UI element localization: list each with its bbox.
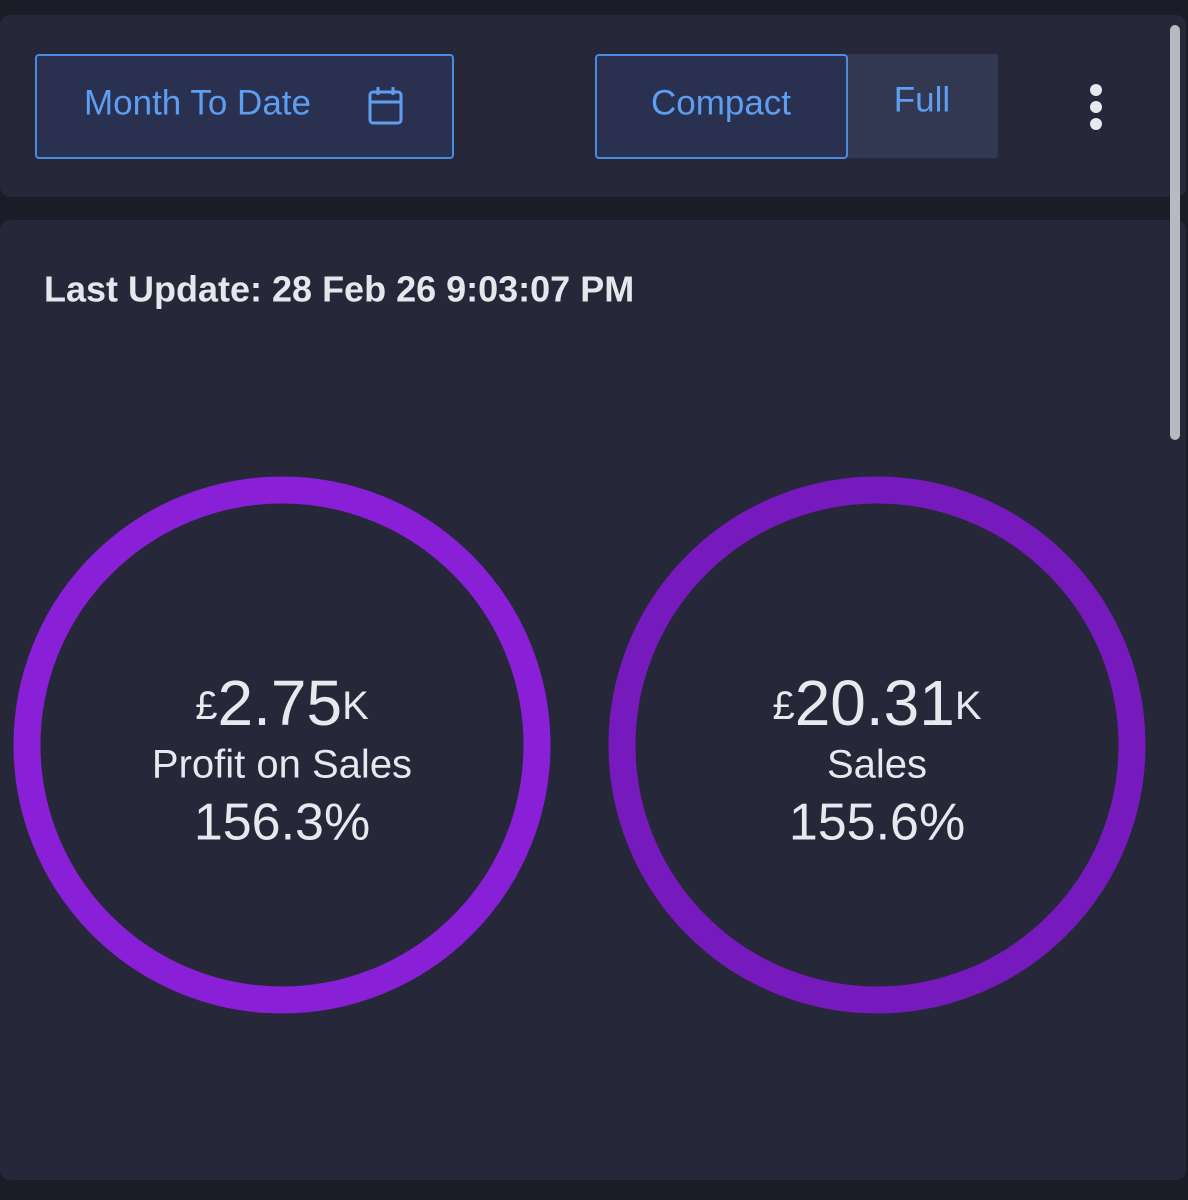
value: 2.75 [218,667,343,739]
value: 20.31 [795,667,955,739]
unit: K [342,684,369,728]
last-update: Last Update: 28 Feb 26 9:03:07 PM [44,269,634,310]
currency: £ [195,684,217,728]
progress-ring [608,476,1146,1014]
metric-label: Profit on Sales [152,743,412,787]
metric-value: £20.31K [772,667,981,739]
compact-toggle[interactable]: Compact [651,83,791,122]
scrollbar-thumb[interactable] [1170,25,1180,440]
progress-ring [13,476,551,1014]
content-panel [0,220,1186,1180]
metric-percent: 155.6% [789,794,965,852]
metric-percent: 156.3% [194,794,370,852]
compact-toggle-box[interactable] [595,54,848,159]
date-range-button[interactable]: Month To Date [35,54,454,159]
calendar-icon[interactable] [368,87,403,125]
full-toggle[interactable]: Full [894,80,950,119]
date-range-label[interactable]: Month To Date [84,83,311,122]
metric-card: £2.75K Profit on Sales 156.3% [13,476,551,1014]
metric-card: £20.31K Sales 155.6% [608,476,1146,1014]
metric-value: £2.75K [195,667,369,739]
date-range-box[interactable] [35,54,454,159]
more-menu[interactable] [1090,84,1102,130]
unit: K [955,684,982,728]
view-toggle: Compact Full [595,54,998,159]
currency: £ [772,684,794,728]
metric-label: Sales [827,743,927,787]
full-toggle-box[interactable] [847,54,998,158]
